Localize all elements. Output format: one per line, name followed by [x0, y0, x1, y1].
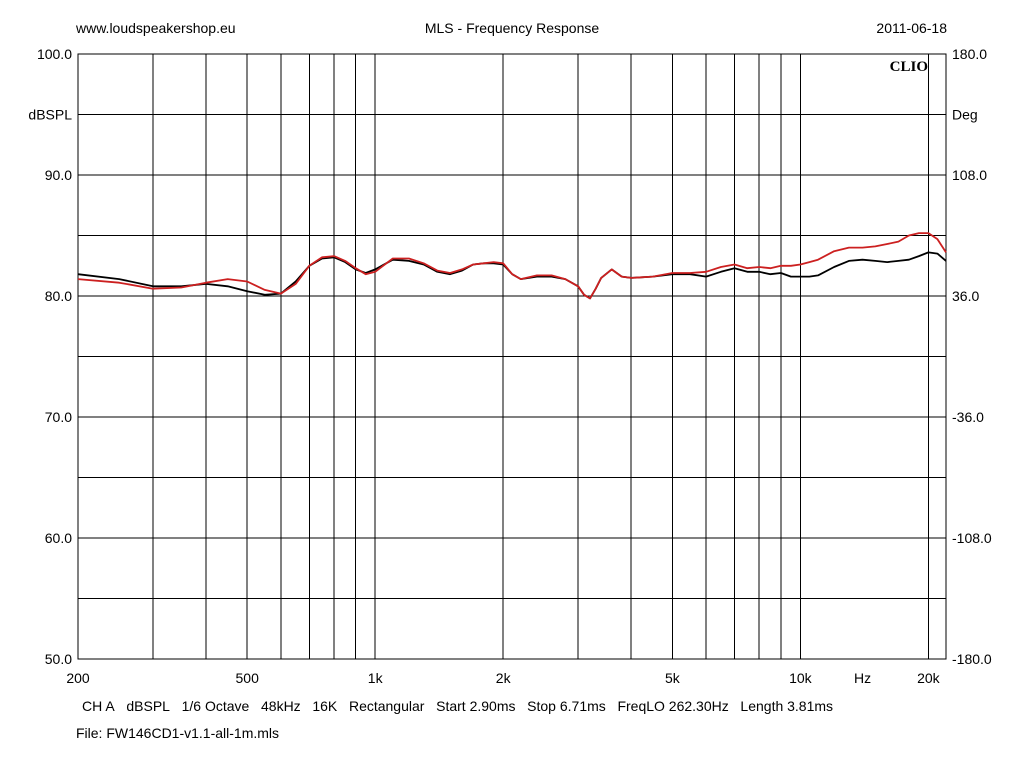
param-smoothing: 1/6 Octave — [181, 698, 250, 714]
series-line-0 — [77, 251, 947, 300]
x-tick-label: 200 — [66, 670, 90, 686]
y-tick-label: 60.0 — [45, 530, 72, 546]
y2-tick-label: 36.0 — [952, 288, 979, 304]
plot-frame — [77, 53, 947, 660]
chart-date: 2011-06-18 — [876, 20, 947, 36]
param-length: Length 3.81ms — [740, 698, 834, 714]
y-tick-label: 70.0 — [45, 409, 72, 425]
y2-tick-label: 180.0 — [952, 46, 987, 62]
param-channel: CH A — [82, 698, 115, 714]
param-start: Start 2.90ms — [436, 698, 516, 714]
param-samplerate: 48kHz — [261, 698, 301, 714]
y2-tick-label: -108.0 — [952, 530, 992, 546]
x-tick-label: 2k — [496, 670, 512, 686]
x-tick-label: 5k — [665, 670, 681, 686]
y-axis-label: dBSPL — [28, 107, 72, 123]
x-tick-label: 20k — [917, 670, 941, 686]
y-tick-label: 50.0 — [45, 651, 72, 667]
param-freqlo: FreqLO 262.30Hz — [617, 698, 729, 714]
file-name: File: FW146CD1-v1.1-all-1m.mls — [76, 725, 280, 741]
y-tick-label: 100.0 — [37, 46, 72, 62]
y-tick-label: 90.0 — [45, 167, 72, 183]
y2-tick-label: -36.0 — [952, 409, 984, 425]
series-line-1 — [77, 232, 947, 300]
clio-logo: CLIO — [890, 59, 928, 75]
site-url: www.loudspeakershop.eu — [76, 20, 236, 36]
x-axis-unit: Hz — [854, 670, 871, 686]
y2-tick-label: -180.0 — [952, 651, 992, 667]
x-tick-label: 10k — [789, 670, 813, 686]
param-stop: Stop 6.71ms — [527, 698, 606, 714]
param-window: Rectangular — [348, 698, 425, 714]
measurement-params: CH A dBSPL 1/6 Octave 48kHz 16K Rectangu… — [82, 698, 833, 714]
y2-tick-label: 108.0 — [952, 167, 987, 183]
x-tick-label: 500 — [236, 670, 260, 686]
param-unit: dBSPL — [126, 698, 170, 714]
y-tick-label: 80.0 — [45, 288, 72, 304]
chart-title: MLS - Frequency Response — [424, 20, 600, 36]
x-tick-label: 1k — [368, 670, 384, 686]
param-size: 16K — [312, 698, 338, 714]
y2-axis-label: Deg — [952, 107, 978, 123]
